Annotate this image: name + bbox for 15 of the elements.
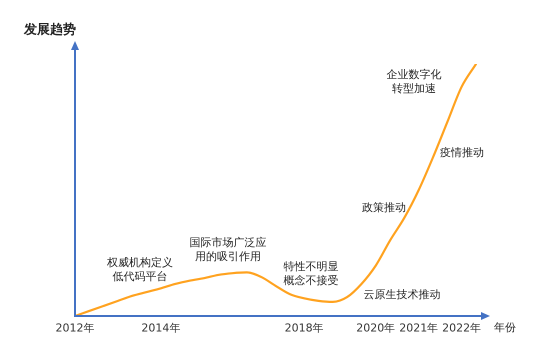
x-tick-label: 2012年 xyxy=(56,321,94,334)
x-tick-label: 2020年 xyxy=(356,321,396,334)
annotation: 云原生技术推动 xyxy=(364,288,440,301)
x-axis-title: 年份 xyxy=(494,320,516,334)
annotation: 疫情推动 xyxy=(440,146,484,159)
x-tick-label: 2018年 xyxy=(284,321,324,334)
annotation: 政策推动 xyxy=(362,200,406,214)
annotation: 企业数字化转型加速 xyxy=(386,68,442,95)
annotation: 特性不明显概念不接受 xyxy=(284,260,338,287)
annotation: 权威机构定义低代码平台 xyxy=(106,256,173,283)
x-tick-label: 2014年 xyxy=(141,321,180,334)
annotation: 国际市场广泛应用的吸引作用 xyxy=(190,236,266,263)
x-tick-label: 2022年 xyxy=(442,321,482,334)
y-axis-title: 发展趋势 xyxy=(23,21,76,38)
x-tick-label: 2021年 xyxy=(399,321,438,334)
